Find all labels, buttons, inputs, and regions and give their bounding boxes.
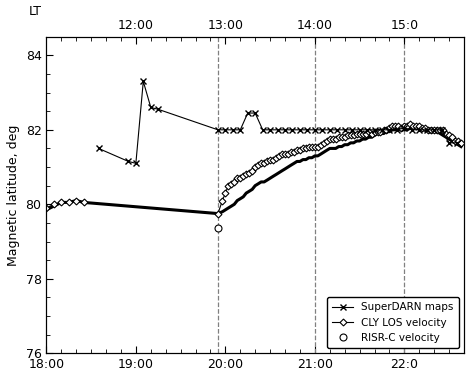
Y-axis label: Magnetic latitude, deg: Magnetic latitude, deg <box>7 124 20 266</box>
Legend: SuperDARN maps, CLY LOS velocity, RISR-C velocity: SuperDARN maps, CLY LOS velocity, RISR-C… <box>327 297 459 348</box>
Text: LT: LT <box>29 5 42 18</box>
